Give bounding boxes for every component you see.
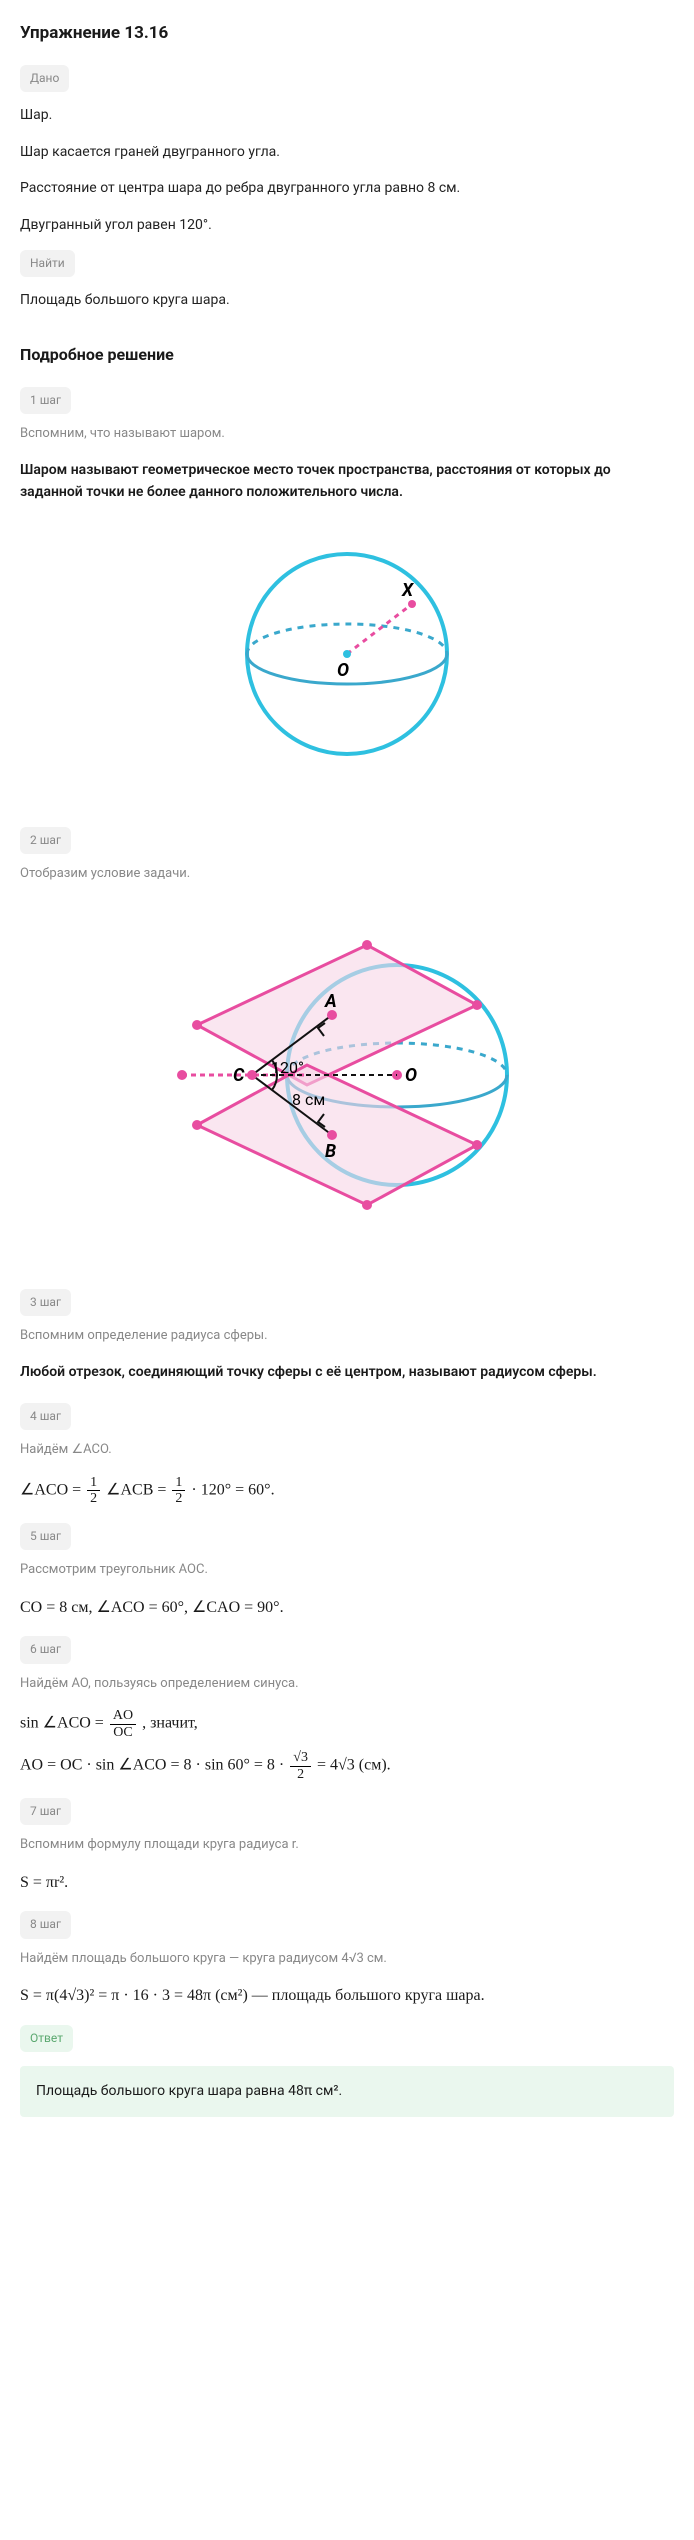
f6a-tail: , значит,	[142, 1715, 198, 1732]
radius-line	[347, 604, 412, 654]
step-5-tag: 5 шаг	[20, 1523, 71, 1550]
f4-n1: 1	[87, 1475, 100, 1491]
given-line-1: Шар.	[20, 104, 674, 126]
f6a-den: OC	[110, 1725, 136, 1740]
x-dot	[408, 600, 416, 608]
step-8-intro: Найдём площадь большого круга — круга ра…	[20, 1949, 674, 1970]
vtx4	[192, 1120, 202, 1130]
f4-d2: 2	[172, 1491, 185, 1506]
c-dot	[247, 1070, 257, 1080]
vtx1	[192, 1020, 202, 1030]
label-O: O	[337, 660, 349, 681]
step-8-tag: 8 шаг	[20, 1911, 71, 1938]
f4-tail: · 120° = 60°.	[191, 1482, 274, 1499]
f4-n2: 1	[172, 1475, 185, 1491]
center-dot	[343, 650, 351, 658]
f6b-num: √3	[290, 1750, 311, 1766]
given-line-2: Шар касается граней двугранного угла.	[20, 141, 674, 163]
vtx3	[472, 1000, 482, 1010]
vtx2	[362, 940, 372, 950]
label-X: X	[401, 580, 415, 601]
label-O2: O	[405, 1065, 417, 1086]
f6b-lhs: AO = OC · sin ∠ACO = 8 · sin 60° = 8 ·	[20, 1757, 288, 1774]
f6b-tail: = 4√3 (см).	[317, 1757, 391, 1774]
step-3-definition: Любой отрезок, соединяющий точку сферы с…	[20, 1361, 674, 1383]
label-angle: 120°	[271, 1058, 304, 1077]
f6b-den: 2	[290, 1767, 311, 1782]
f6a-lhs: sin ∠ACO =	[20, 1715, 108, 1732]
label-B: B	[325, 1141, 336, 1162]
step-6-formula-2: AO = OC · sin ∠ACO = 8 · sin 60° = 8 · √…	[20, 1750, 674, 1782]
step-4-intro: Найдём ∠ACO.	[20, 1440, 674, 1461]
given-line-4: Двугранный угол равен 120°.	[20, 214, 674, 236]
exercise-title: Упражнение 13.16	[20, 20, 674, 47]
step-6-intro: Найдём AO, пользуясь определением синуса…	[20, 1674, 674, 1695]
step-1-intro: Вспомним, что называют шаром.	[20, 424, 674, 445]
find-text: Площадь большого круга шара.	[20, 289, 674, 311]
step-3-tag: 3 шаг	[20, 1289, 71, 1316]
f4-lhs: ∠ACO =	[20, 1482, 85, 1499]
label-C: C	[233, 1065, 245, 1086]
vtx-c2	[177, 1070, 187, 1080]
diagram-sphere: O X	[20, 524, 674, 791]
diagram-dihedral: A B C O 120° 8 см	[20, 905, 674, 1252]
vtx5	[362, 1200, 372, 1210]
step-6-formula-1: sin ∠ACO = AOOC , значит,	[20, 1708, 674, 1740]
vtx6	[472, 1140, 482, 1150]
step-2-tag: 2 шаг	[20, 827, 71, 854]
step-1-definition: Шаром называют геометрическое место точе…	[20, 459, 674, 504]
answer-text: Площадь большого круга шара равна 48π см…	[36, 2083, 342, 2099]
label-A: A	[324, 991, 337, 1012]
step-1-tag: 1 шаг	[20, 387, 71, 414]
step-5-formula: CO = 8 см, ∠ACO = 60°, ∠CAO = 90°.	[20, 1595, 674, 1621]
find-tag: Найти	[20, 250, 75, 277]
step-8-formula: S = π(4√3)² = π · 16 · 3 = 48π (см²) — п…	[20, 1983, 674, 2009]
answer-tag: Ответ	[20, 2025, 73, 2052]
step-6-tag: 6 шаг	[20, 1636, 71, 1663]
step-7-tag: 7 шаг	[20, 1798, 71, 1825]
step-2-intro: Отобразим условие задачи.	[20, 864, 674, 885]
solution-title: Подробное решение	[20, 342, 674, 368]
given-line-3: Расстояние от центра шара до ребра двугр…	[20, 177, 674, 199]
answer-box: Площадь большого круга шара равна 48π см…	[20, 2066, 674, 2116]
step-4-formula: ∠ACO = 12 ∠ACB = 12 · 120° = 60°.	[20, 1475, 674, 1507]
step-7-formula: S = πr².	[20, 1870, 674, 1896]
step-7-intro: Вспомним формулу площади круга радиуса r…	[20, 1835, 674, 1856]
f4-d1: 2	[87, 1491, 100, 1506]
f6a-num: AO	[110, 1708, 136, 1724]
b-dot	[327, 1130, 337, 1140]
equator-back	[247, 624, 447, 654]
label-len: 8 см	[292, 1090, 325, 1109]
step-3-intro: Вспомним определение радиуса сферы.	[20, 1326, 674, 1347]
f4-mid: ∠ACB =	[106, 1482, 170, 1499]
step-5-intro: Рассмотрим треугольник AOC.	[20, 1560, 674, 1581]
step-4-tag: 4 шаг	[20, 1403, 71, 1430]
given-tag: Дано	[20, 65, 69, 92]
